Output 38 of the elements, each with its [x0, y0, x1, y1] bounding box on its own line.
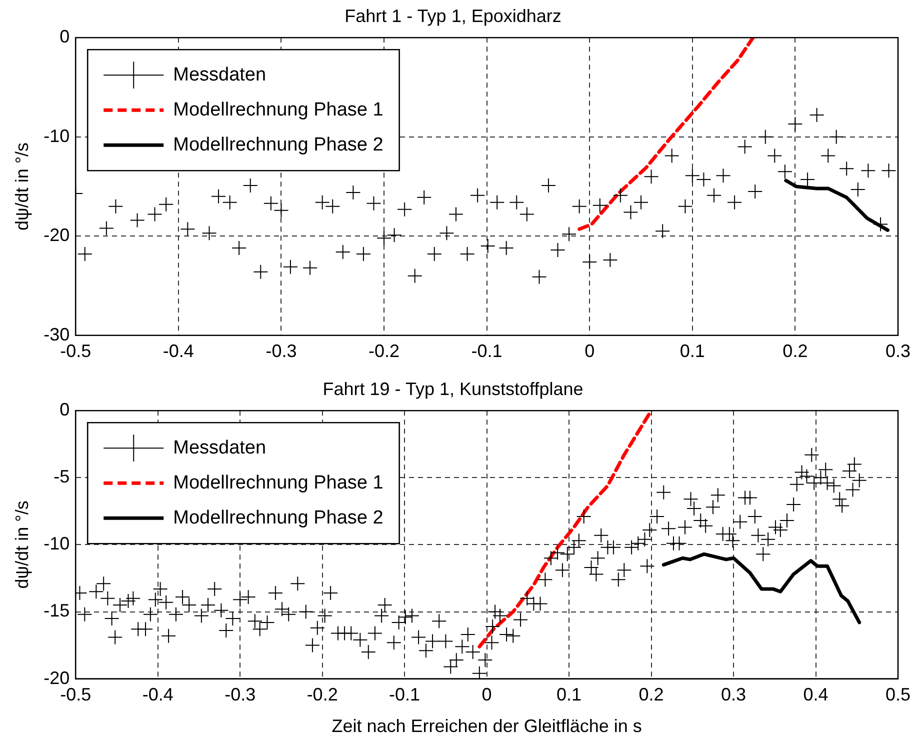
y-tick-label: -15	[44, 600, 70, 621]
y-axis-title: dψ/dt in °/s	[12, 142, 32, 231]
x-tick-label: 0	[584, 341, 595, 362]
x-tick-label: 0.1	[556, 684, 582, 705]
legend-label: Modellrechnung Phase 1	[173, 99, 384, 120]
x-tick-label: -0.3	[266, 341, 297, 362]
y-tick-label: 0	[60, 26, 70, 47]
y-axis-title: dψ/dt in °/s	[12, 500, 32, 589]
legend-label: Messdaten	[173, 437, 266, 458]
y-tick-label: -5	[54, 466, 70, 487]
legend-label: Modellrechnung Phase 1	[173, 472, 384, 494]
y-tick-label: 0	[60, 400, 70, 420]
x-tick-label: 0.4	[803, 684, 828, 705]
legend-label: Messdaten	[173, 64, 266, 86]
x-tick-label: 0.3	[885, 341, 911, 362]
x-tick-label: -0.2	[368, 341, 400, 362]
x-tick-label: 0.2	[782, 341, 808, 362]
line-series	[478, 410, 654, 648]
legend-label: Modellrechnung Phase 2	[173, 507, 384, 528]
chart-title: Fahrt 19 - Typ 1, Kunststoffplane	[322, 378, 584, 399]
y-tick-label: -10	[44, 534, 70, 554]
line-series	[578, 38, 755, 231]
x-tick-label: -0.4	[142, 684, 174, 705]
x-tick-label: -0.3	[224, 684, 256, 705]
x-axis-title: Zeit nach Erreichen der Gleitfläche in s	[332, 716, 642, 736]
y-tick-label: -20	[44, 225, 70, 246]
x-tick-label: -0.1	[389, 684, 420, 705]
x-tick-label: 0.5	[885, 684, 911, 705]
x-tick-label: -0.1	[471, 341, 502, 362]
x-tick-label: 0.3	[721, 684, 746, 705]
x-tick-label: 0	[482, 684, 492, 705]
legend-label: Modellrechnung Phase 2	[173, 134, 384, 156]
y-tick-label: -10	[44, 126, 70, 146]
x-tick-label: 0.1	[680, 341, 705, 362]
x-tick-label: 0.2	[638, 684, 664, 705]
x-tick-label: -0.4	[162, 341, 194, 362]
chart-title: Fahrt 1 - Typ 1, Epoxidharz	[344, 6, 562, 26]
x-tick-label: -0.2	[306, 684, 338, 705]
